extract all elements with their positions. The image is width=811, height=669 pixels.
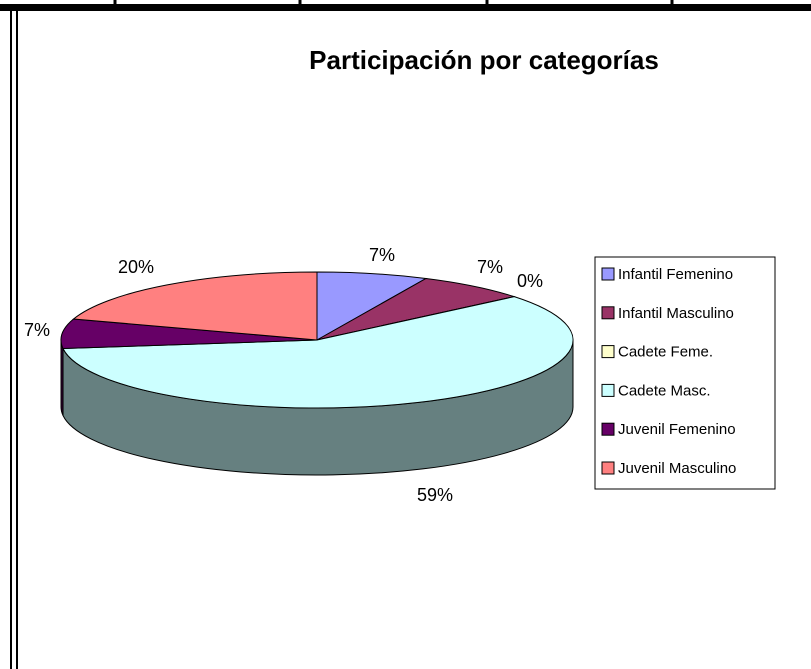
legend-label: Cadete Feme. — [618, 344, 713, 361]
data-label: 7% — [477, 257, 503, 277]
pie-slice — [316, 277, 517, 341]
data-label: 7% — [369, 245, 395, 265]
legend-label: Juvenil Masculino — [618, 460, 736, 477]
legend-swatch — [601, 461, 615, 475]
pie-slice — [72, 271, 318, 341]
legend-swatch — [601, 383, 615, 397]
sheet-border — [0, 4, 811, 11]
legend-label: Infantil Femenino — [618, 266, 733, 283]
legend-label: Cadete Masc. — [618, 382, 711, 399]
pie-slice-side — [60, 339, 64, 416]
pie-slice — [316, 271, 428, 341]
legend-swatch — [601, 267, 615, 281]
data-label: 59% — [417, 485, 453, 505]
legend-swatch — [601, 306, 615, 320]
legend-swatch — [601, 422, 615, 436]
legend-swatch — [601, 345, 615, 359]
data-label: 20% — [118, 257, 154, 277]
data-label: 7% — [24, 320, 50, 340]
pie-slice — [62, 296, 574, 409]
legend-label: Juvenil Femenino — [618, 421, 736, 438]
chart-title: Participación por categorías — [309, 45, 659, 75]
legend-label: Infantil Masculino — [618, 305, 734, 322]
legend-box — [594, 256, 776, 490]
pie-slice — [60, 318, 318, 350]
data-label: 0% — [517, 271, 543, 291]
